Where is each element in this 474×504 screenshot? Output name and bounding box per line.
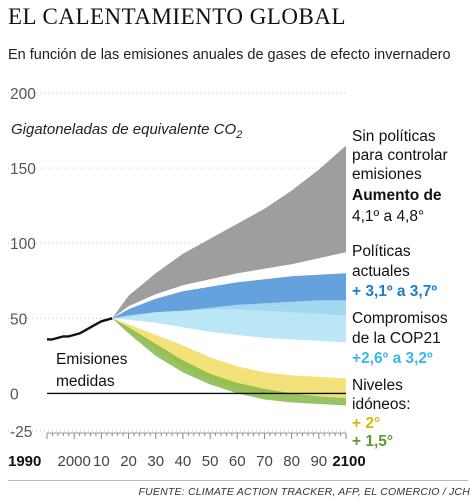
- x-tick-label: 10: [93, 453, 110, 470]
- annotation-cop21-line-1: Compromisos: [352, 310, 448, 327]
- annotation-cop21-line-2: de la COP21: [352, 330, 441, 347]
- x-tick-label: 90: [310, 453, 327, 470]
- y-axis-label: Gigatoneladas de equivalente CO2: [11, 121, 242, 141]
- chart-subtitle: En función de las emisiones anuales de g…: [8, 47, 451, 63]
- x-tick-label: 2100: [332, 453, 365, 470]
- y-tick-label: 150: [10, 161, 36, 178]
- y-tick-label: 0: [10, 386, 19, 403]
- band-no-policy: [112, 145, 346, 319]
- y-tick-label: 50: [10, 311, 28, 328]
- x-tick-label: 60: [229, 453, 246, 470]
- chart-title: EL CALENTAMIENTO GLOBAL: [8, 4, 347, 29]
- annotation-no-policy-rise-2: 4,1º a 4,8°: [352, 208, 424, 225]
- band-layer: [112, 145, 346, 406]
- y-tick-labels: 200 150 100 50 0 -25: [10, 86, 36, 441]
- y-axis-label-main: Gigatoneladas de equivalente CO: [11, 121, 236, 138]
- annotation-ideal-line-2: idóneos:: [352, 396, 411, 413]
- x-tick-label: 50: [202, 453, 219, 470]
- annotation-no-policy-line-2: para controlar: [352, 147, 448, 164]
- annotation-current-rise: + 3,1º a 3,7º: [352, 283, 437, 300]
- x-tick-labels: 1990 2000 10 20 30 40 50 60 70 80 90 2100: [8, 432, 366, 470]
- y-tick-label: 200: [10, 86, 36, 103]
- line-layer: [47, 317, 346, 395]
- y-tick-label: 100: [10, 236, 36, 253]
- x-tick-label: 2000: [57, 453, 90, 470]
- annotation-no-policy-line-1: Sin políticas: [352, 128, 436, 145]
- y-tick-label: -25: [10, 424, 32, 441]
- annotation-no-policy: Sin políticas para controlar emisiones A…: [352, 128, 448, 225]
- annotation-ideal-line-1: Niveles: [352, 377, 403, 394]
- annotation-ideal: Niveles idóneos: + 2° + 1,5°: [352, 377, 411, 450]
- band-target-15: [112, 318, 346, 406]
- annotation-ideal-15: + 1,5°: [352, 433, 393, 450]
- annotation-measured-line-1: Emisiones: [56, 351, 128, 368]
- x-tick-label: 1990: [8, 453, 41, 470]
- footer-rule: [8, 480, 468, 481]
- annotation-cop21: Compromisos de la COP21 +2,6º a 3,2º: [352, 310, 448, 367]
- annotation-ideal-2: + 2°: [352, 415, 380, 432]
- annotation-cop21-rise: +2,6º a 3,2º: [352, 350, 433, 367]
- x-tick-label: 30: [147, 453, 164, 470]
- band-target-2: [112, 318, 346, 398]
- x-tick-label: 20: [120, 453, 137, 470]
- x-tick-label: 70: [256, 453, 273, 470]
- y-axis-label-subscript: 2: [235, 129, 242, 141]
- source-credit: FUENTE: CLIMATE ACTION TRACKER, AFP, EL …: [138, 486, 470, 498]
- annotation-no-policy-line-3: emisiones: [352, 166, 422, 183]
- annotation-current-line-2: actuales: [352, 263, 410, 280]
- x-tick-label: 40: [175, 453, 192, 470]
- measured-emissions-line: [47, 317, 113, 341]
- x-tick-label: 80: [283, 453, 300, 470]
- annotation-measured: Emisiones medidas: [56, 351, 128, 390]
- annotation-current-line-1: Políticas: [352, 243, 411, 260]
- annotation-measured-line-2: medidas: [56, 373, 115, 390]
- band-cop21: [112, 300, 346, 343]
- annotation-no-policy-rise-1: Aumento de: [352, 187, 442, 204]
- annotation-current-policy: Políticas actuales + 3,1º a 3,7º: [352, 243, 437, 300]
